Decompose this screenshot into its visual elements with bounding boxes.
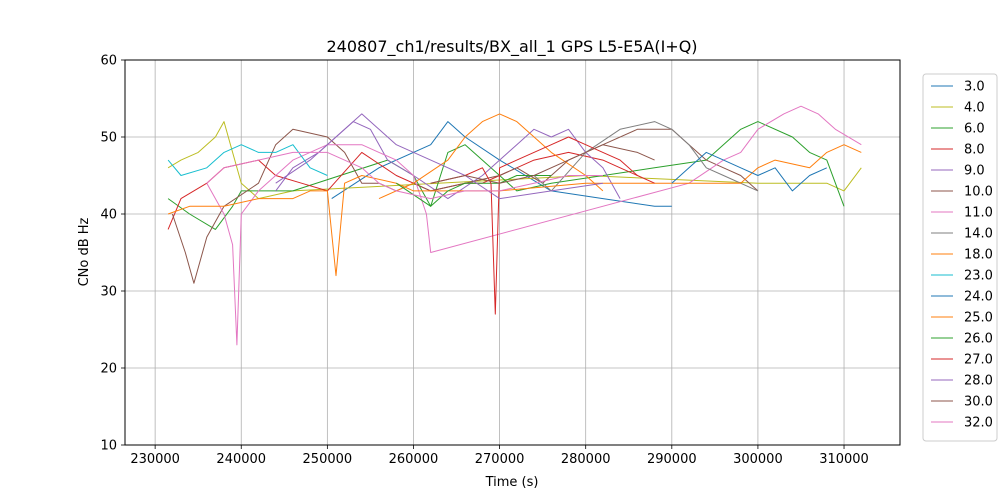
chart-title: 240807_ch1/results/BX_all_1 GPS L5-E5A(I…: [326, 37, 697, 57]
legend-label: 11.0: [964, 206, 993, 221]
series-line-28-0: [275, 113, 603, 200]
plot-frame: [124, 59, 901, 446]
legend: 3.0 4.0 6.0 8.0 9.0 10.0 11.0 14.0 18.0 23.0 24.0 2…: [922, 73, 998, 442]
legend-frame: [922, 73, 998, 442]
legend-label: 18.0: [964, 248, 993, 263]
x-tick-label: 290000: [647, 452, 697, 467]
y-tick-label: 20: [100, 362, 117, 377]
series-line-26-0: [396, 175, 552, 207]
x-tick-label: 240000: [216, 452, 266, 467]
x-tick-label: 310000: [819, 452, 869, 467]
series-line-27-0: [430, 136, 655, 315]
series-line-32-0: [206, 151, 603, 200]
x-tick-label: 300000: [733, 452, 783, 467]
series-line-3-0: [331, 121, 672, 207]
series-line-23-0: [167, 144, 328, 176]
legend-label: 32.0: [964, 416, 993, 431]
y-tick-label: 10: [100, 439, 117, 454]
legend-label: 4.0: [964, 101, 985, 116]
series-lines: [167, 105, 862, 346]
y-axis-ticks: 10 20 30 40 50 60: [100, 54, 125, 454]
legend-label: 23.0: [964, 269, 993, 284]
x-tick-label: 260000: [389, 452, 439, 467]
x-axis-ticks: 230000 240000 250000 260000 270000 280000 2900…: [130, 445, 869, 467]
series-line-24-0: [671, 151, 828, 192]
x-tick-label: 280000: [561, 452, 611, 467]
legend-label: 24.0: [964, 290, 993, 305]
x-tick-label: 270000: [475, 452, 525, 467]
y-tick-label: 30: [100, 285, 117, 300]
series-line-14-0: [533, 121, 759, 192]
legend-label: 6.0: [964, 122, 985, 137]
legend-label: 8.0: [964, 143, 985, 158]
y-tick-label: 60: [100, 54, 117, 69]
legend-label: 26.0: [964, 332, 993, 347]
series-line-30-0: [430, 144, 655, 184]
legend-label: 27.0: [964, 353, 993, 368]
x-axis-label: Time (s): [485, 475, 539, 490]
series-line-11-0: [206, 105, 862, 346]
y-tick-label: 50: [100, 131, 117, 146]
legend-label: 25.0: [964, 311, 993, 326]
legend-label: 9.0: [964, 164, 985, 179]
x-tick-label: 250000: [303, 452, 353, 467]
legend-label: 3.0: [964, 80, 985, 95]
series-line-6-0: [167, 121, 845, 230]
legend-label: 10.0: [964, 185, 993, 200]
legend-label: 14.0: [964, 227, 993, 242]
legend-label: 30.0: [964, 395, 993, 410]
series-line-25-0: [378, 113, 604, 200]
x-tick-label: 230000: [130, 452, 180, 467]
y-axis-label: CNo dB Hz: [77, 217, 92, 286]
legend-label: 28.0: [964, 374, 993, 389]
y-tick-label: 40: [100, 208, 117, 223]
